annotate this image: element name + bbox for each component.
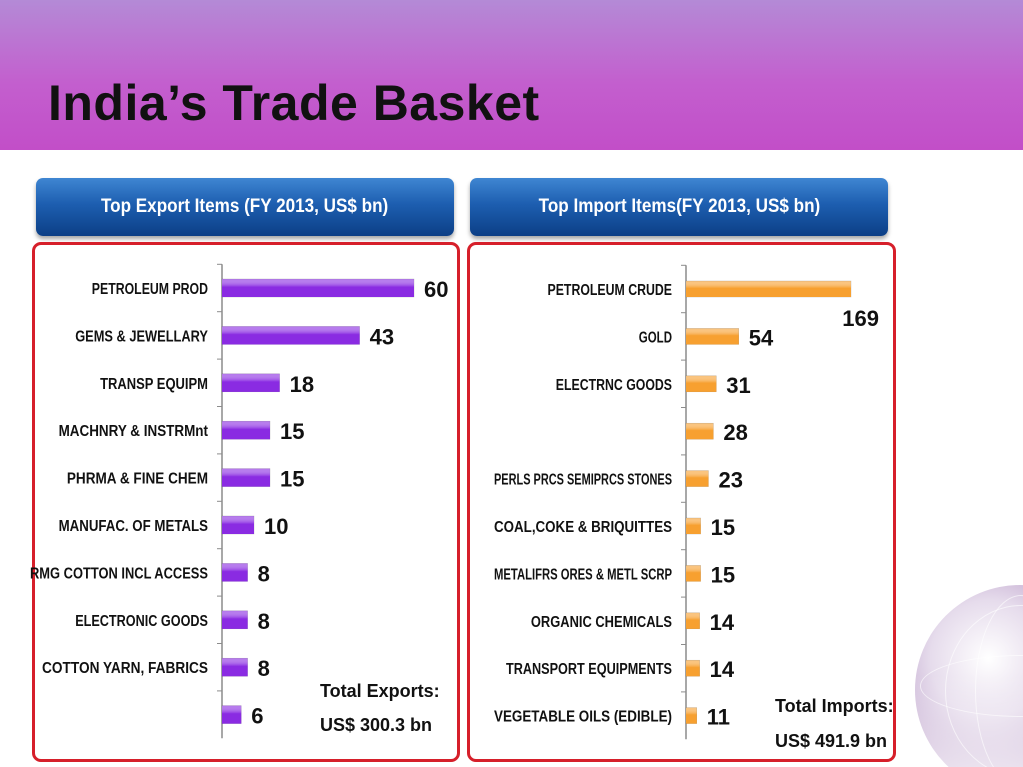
export-data-label: 15 [280,419,304,444]
export-bar-sheen [222,373,280,392]
import-category-label: TRANSPORT EQUIPMENTS [506,661,672,678]
export-data-label: 43 [370,324,394,349]
import-data-label: 169 [842,306,879,331]
export-category-label: PETROLEUM PROD [92,281,208,298]
export-data-label: 15 [280,467,304,492]
import-category-label: ELECTRNC GOODS [556,377,672,394]
import-total-value: US$ 491.9 bn [775,731,887,751]
import-bar-sheen [686,470,709,487]
import-bar-sheen [686,328,739,345]
import-data-label: 54 [749,325,774,350]
export-bar-sheen [222,421,270,440]
import-category-label: ORGANIC CHEMICALS [531,614,672,631]
export-data-label: 10 [264,514,288,539]
import-bar-sheen [686,423,714,440]
export-bar-sheen [222,468,270,487]
export-category-label: MANUFAC. OF METALS [59,518,208,535]
export-bar-sheen [222,516,254,534]
import-bar-sheen [686,612,700,629]
import-category-label: PERLS PRCS SEMIPRCS STONES [494,472,672,489]
import-bar-sheen [686,565,701,582]
export-bar-sheen [222,279,414,297]
export-category-label: MACHNRY & INSTRMnt [59,423,208,440]
import-data-label: 15 [711,515,735,540]
export-bar-sheen [222,705,242,724]
export-category-label: GEMS & JEWELLARY [75,328,208,345]
import-category-label: VEGETABLE OILS (EDIBLE) [494,709,672,726]
import-bar-sheen [686,281,851,297]
export-data-label: 8 [258,561,270,586]
import-data-label: 15 [711,562,735,587]
export-total-label: Total Exports: [320,681,440,701]
export-category-label: PHRMA & FINE CHEM [67,471,208,488]
export-data-label: 18 [290,372,314,397]
import-data-label: 23 [718,468,742,493]
exports-header-label: Top Export Items (FY 2013, US$ bn) [101,196,389,217]
import-data-label: 11 [707,705,730,730]
export-category-label: TRANSP EQUIPM [100,376,208,393]
export-bar-sheen [222,658,248,677]
imports-panel-header: Top Import Items(FY 2013, US$ bn) [470,178,888,236]
import-bar-sheen [686,518,701,534]
title-band [0,0,1023,150]
import-category-label: COAL,COKE & BRIQUITTES [494,519,672,536]
imports-panel-frame [467,242,896,762]
export-data-label: 60 [424,277,448,302]
import-category-label: METALIFRS ORES & METL SCRP [494,566,672,583]
import-bar-sheen [686,707,697,724]
export-data-label: 8 [258,609,270,634]
exports-panel-header: Top Export Items (FY 2013, US$ bn) [36,178,454,236]
slide-title: India’s Trade Basket [48,75,540,131]
import-data-label: 31 [726,373,750,398]
export-data-label: 6 [251,704,263,729]
globe-decoration [905,575,1023,767]
import-category-label: GOLD [639,329,672,346]
export-bar-sheen [222,610,248,629]
imports-header-label: Top Import Items(FY 2013, US$ bn) [538,196,820,217]
import-total-label: Total Imports: [775,696,894,716]
export-bar-sheen [222,563,248,582]
export-category-label: COTTON YARN, FABRICS [42,660,208,677]
export-bar-sheen [222,326,360,345]
export-data-label: 8 [258,656,270,681]
export-total-value: US$ 300.3 bn [320,715,432,735]
import-data-label: 14 [710,657,735,682]
import-bar-sheen [686,375,717,392]
export-category-label: RMG COTTON INCL ACCESS [30,565,208,582]
export-category-label: ELECTRONIC GOODS [75,613,208,630]
import-bar-sheen [686,660,700,677]
exports-panel-frame [32,242,460,762]
import-data-label: 28 [723,420,747,445]
import-category-label: PETROLEUM CRUDE [548,282,673,299]
import-data-label: 14 [710,610,735,635]
